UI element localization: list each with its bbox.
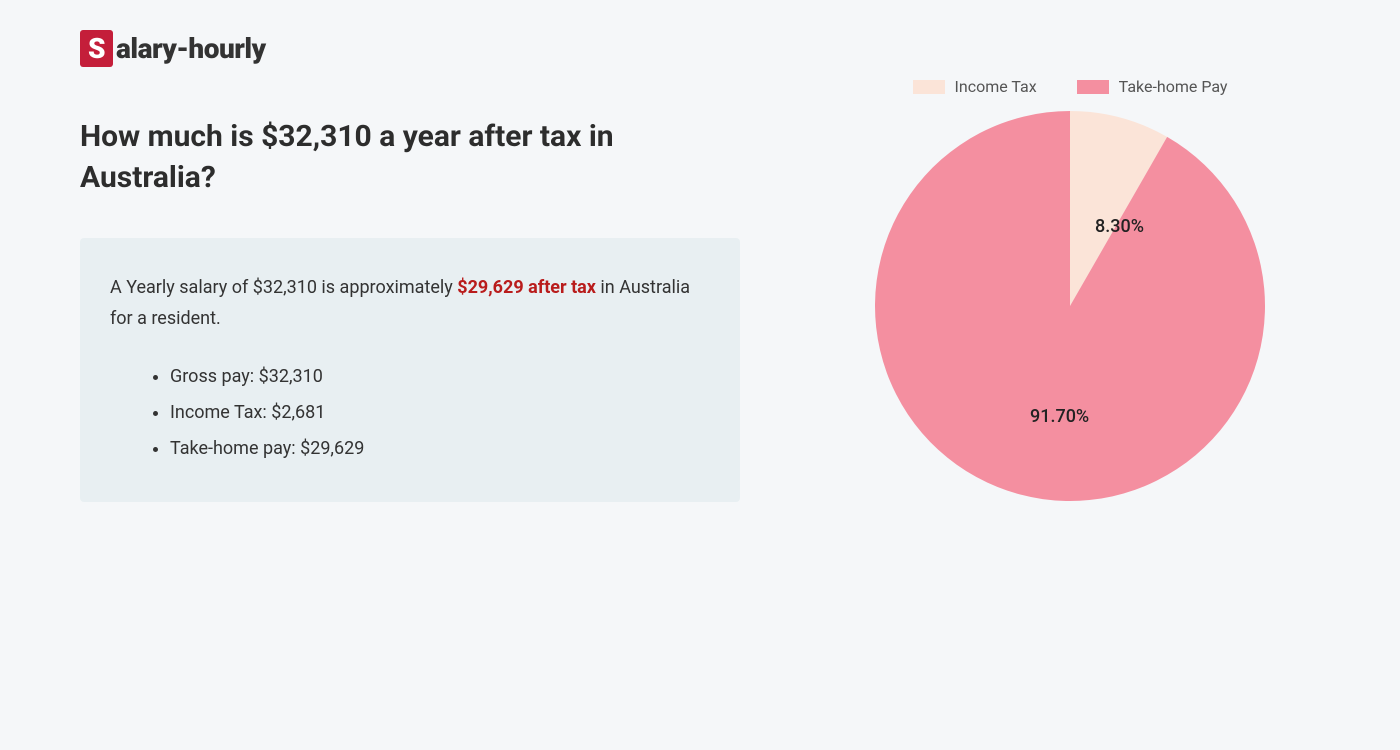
summary-highlight: $29,629 after tax (457, 277, 596, 298)
left-column: How much is $32,310 a year after tax in … (80, 117, 740, 502)
legend-item-income-tax: Income Tax (913, 77, 1037, 96)
summary-box: A Yearly salary of $32,310 is approximat… (80, 238, 740, 502)
summary-pre: A Yearly salary of $32,310 is approximat… (110, 277, 457, 298)
chart-legend: Income Tax Take-home Pay (913, 77, 1228, 96)
slice-label-take-home: 91.70% (1030, 406, 1089, 427)
logo-text: alary-hourly (116, 32, 266, 65)
summary-text: A Yearly salary of $32,310 is approximat… (110, 273, 710, 334)
right-column: Income Tax Take-home Pay 8.30% 91.70% (820, 77, 1320, 502)
pie-chart: 8.30% 91.70% (875, 111, 1265, 501)
summary-list: Gross pay: $32,310 Income Tax: $2,681 Ta… (110, 359, 710, 467)
swatch-take-home (1077, 80, 1109, 94)
list-item: Income Tax: $2,681 (170, 395, 710, 431)
content-row: How much is $32,310 a year after tax in … (80, 117, 1320, 502)
legend-item-take-home: Take-home Pay (1077, 77, 1228, 96)
logo-badge: S (80, 30, 113, 67)
pie-svg (875, 111, 1265, 501)
swatch-income-tax (913, 80, 945, 94)
page-title: How much is $32,310 a year after tax in … (80, 117, 740, 198)
site-logo: Salary-hourly (80, 30, 1320, 67)
list-item: Gross pay: $32,310 (170, 359, 710, 395)
legend-label: Income Tax (955, 77, 1037, 96)
legend-label: Take-home Pay (1119, 77, 1228, 96)
slice-label-income-tax: 8.30% (1095, 216, 1144, 237)
list-item: Take-home pay: $29,629 (170, 431, 710, 467)
